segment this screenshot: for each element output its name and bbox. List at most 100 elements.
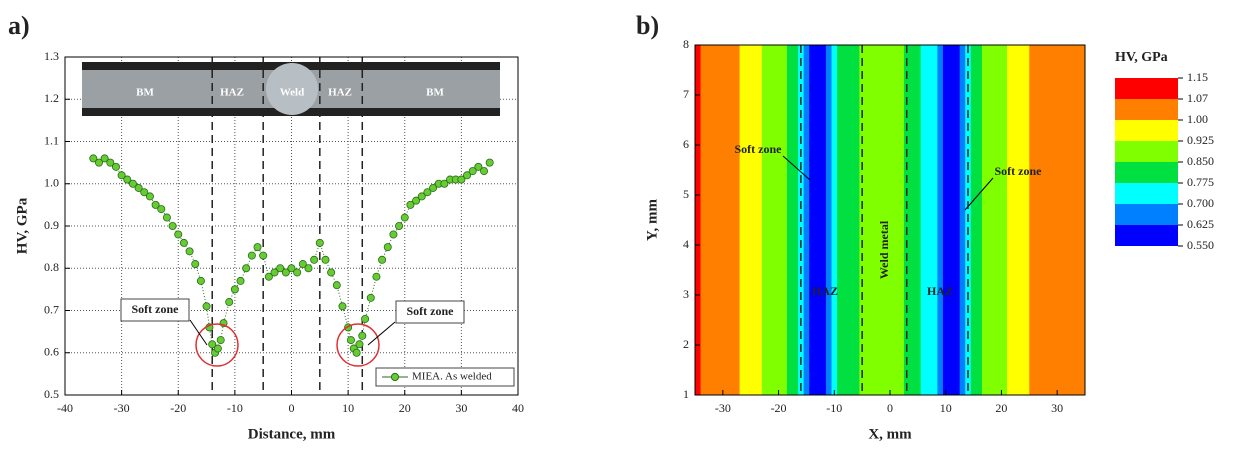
contour-strip — [1065, 45, 1080, 395]
annotation: Soft zone — [995, 164, 1043, 178]
x-tick-label: -10 — [826, 401, 842, 415]
inset-label: BM — [426, 87, 444, 99]
contour-strip — [970, 45, 977, 395]
data-point — [355, 340, 364, 349]
plot-frame — [64, 56, 519, 396]
contour-strip — [853, 45, 860, 395]
data-point — [208, 340, 217, 349]
contour-strip — [948, 45, 955, 395]
x-tick-label: 30 — [455, 401, 467, 415]
data-point — [94, 158, 103, 167]
data-point — [145, 192, 154, 201]
y-tick-label: 0.5 — [44, 387, 59, 401]
data-point — [366, 293, 375, 302]
y-tick-label: 2 — [683, 337, 689, 351]
contour-strip — [831, 45, 838, 395]
data-point — [213, 344, 222, 353]
x-tick-label: 10 — [342, 401, 354, 415]
y-tick-label: 5 — [683, 187, 689, 201]
colorbar-label: 1.07 — [1187, 91, 1208, 105]
legend-marker — [390, 372, 400, 382]
data-point — [185, 247, 194, 256]
contour-strip — [892, 45, 899, 395]
data-point — [157, 205, 166, 214]
contour-strip — [864, 45, 871, 395]
data-point — [310, 255, 319, 264]
contour-strip — [842, 45, 849, 395]
data-point — [253, 243, 262, 252]
data-point — [276, 264, 285, 273]
x-tick-label: 0 — [887, 401, 893, 415]
y-tick-label: 3 — [683, 287, 689, 301]
data-point — [321, 255, 330, 264]
contour-strip — [1007, 45, 1019, 395]
y-tick-label: 0.6 — [44, 345, 59, 359]
contour-strip — [700, 45, 715, 395]
highlight-circle — [195, 323, 239, 367]
y-tick-label: 1.2 — [44, 91, 59, 105]
x-tick-label: -20 — [771, 401, 787, 415]
contour-strip — [750, 45, 763, 395]
inset-label: HAZ — [220, 87, 244, 99]
data-point — [358, 331, 367, 340]
contour-strip — [898, 45, 905, 395]
y-tick-label: 8 — [683, 37, 689, 51]
contour-strip — [931, 45, 938, 395]
data-point — [480, 167, 489, 176]
contour-strip — [926, 45, 933, 395]
colorbar-band — [1115, 162, 1178, 183]
contour-strip — [814, 45, 821, 395]
contour-strip — [942, 45, 949, 395]
legend-box — [375, 367, 515, 387]
data-point — [100, 154, 109, 163]
data-point — [400, 213, 409, 222]
data-point — [417, 192, 426, 201]
inset-label: BM — [136, 87, 154, 99]
data-point — [111, 162, 120, 171]
x-tick-label: -30 — [114, 401, 130, 415]
colorbar-band — [1115, 78, 1178, 99]
x-tick-label: -40 — [57, 401, 73, 415]
data-point — [281, 268, 290, 277]
data-point — [383, 243, 392, 252]
annotation: HAZ — [812, 284, 838, 298]
contour-strip — [1018, 45, 1030, 395]
data-point — [332, 281, 341, 290]
data-point — [423, 188, 432, 197]
data-point — [196, 276, 205, 285]
contour-strip — [773, 45, 782, 395]
y-tick-label: 0.8 — [44, 260, 59, 274]
contour-strip — [993, 45, 1000, 395]
contour-strip — [803, 45, 810, 395]
contour-strip — [825, 45, 832, 395]
annotation-box — [120, 298, 190, 322]
data-point — [378, 255, 387, 264]
contour-strip — [786, 45, 793, 395]
data-point — [389, 230, 398, 239]
annotation: Soft zone — [735, 142, 783, 156]
colorbar-label: 0.925 — [1187, 133, 1214, 147]
colorbar-label: 0.775 — [1187, 175, 1214, 189]
x-tick-label: -30 — [715, 401, 731, 415]
annotation: Soft zone — [132, 302, 180, 316]
annotation: Soft zone — [407, 304, 455, 318]
data-point — [463, 171, 472, 180]
colorbar-label: 0.625 — [1187, 217, 1214, 231]
contour-strip — [761, 45, 774, 395]
contour-strip — [848, 45, 855, 395]
contour-strip — [1040, 45, 1053, 395]
x-tick-label: 30 — [1051, 401, 1063, 415]
data-point — [457, 175, 466, 184]
inset-label: HAZ — [328, 87, 352, 99]
colorbar-label: 1.00 — [1187, 112, 1208, 126]
x-tick-label: -10 — [227, 401, 243, 415]
data-point — [372, 272, 381, 281]
data-point — [346, 336, 355, 345]
data-point — [485, 158, 494, 167]
contour-strip — [820, 45, 827, 395]
data-point — [123, 175, 132, 184]
contour-strip — [915, 45, 922, 395]
contour-strip — [1079, 45, 1086, 395]
data-point — [89, 154, 98, 163]
